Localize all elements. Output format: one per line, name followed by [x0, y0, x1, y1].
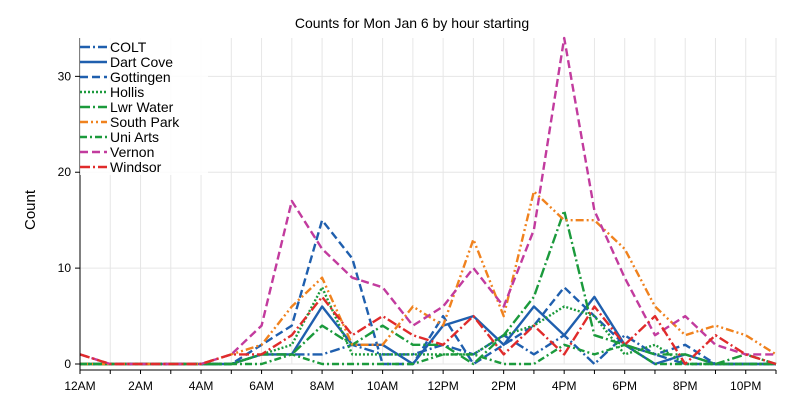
x-tick-label: 2AM [128, 379, 153, 393]
legend-entry: Dart Cove [110, 54, 173, 70]
y-tick-label: 0 [64, 357, 71, 371]
x-tick-label: 6PM [612, 379, 637, 393]
series-line-hollis [80, 286, 776, 366]
series-line-south-park [80, 190, 777, 366]
legend-entry: Uni Arts [110, 129, 159, 145]
series-line-vernon [79, 36, 776, 366]
y-axis-title: Count [22, 189, 39, 230]
x-tick-label: 8PM [673, 379, 698, 393]
legend-entry: Windsor [110, 159, 162, 175]
x-tick-label: 4PM [552, 379, 577, 393]
axes: 0 10 20 30 12AM 2AM 4AM 6AM 8AM 10AM 12PM 2PM 4PM 6PM… [58, 38, 777, 393]
x-tick-label: 2PM [491, 379, 516, 393]
x-tick-label: 10AM [367, 379, 398, 393]
series-line-gottingen [80, 218, 776, 366]
chart-title: Counts for Mon Jan 6 by hour starting [295, 15, 529, 31]
y-tick-label: 30 [58, 69, 72, 83]
legend-entry: Hollis [110, 84, 144, 100]
legend-entry: South Park [110, 114, 180, 130]
series-line-windsor [79, 295, 777, 366]
legend-entry: COLT [110, 39, 147, 55]
legend-entry: Lwr Water [110, 99, 174, 115]
y-tick-label: 20 [58, 165, 72, 179]
y-tick-label: 10 [58, 261, 72, 275]
series-lines [79, 36, 777, 366]
legend-entry: Vernon [110, 144, 154, 160]
x-tick-label: 6AM [249, 379, 274, 393]
x-tick-label: 10PM [730, 379, 761, 393]
legend-entry: Gottingen [110, 69, 171, 85]
x-tick-label: 12PM [427, 379, 458, 393]
x-tick-label: 8AM [310, 379, 335, 393]
x-tick-label: 4AM [189, 379, 214, 393]
x-tick-label: 12AM [64, 379, 95, 393]
